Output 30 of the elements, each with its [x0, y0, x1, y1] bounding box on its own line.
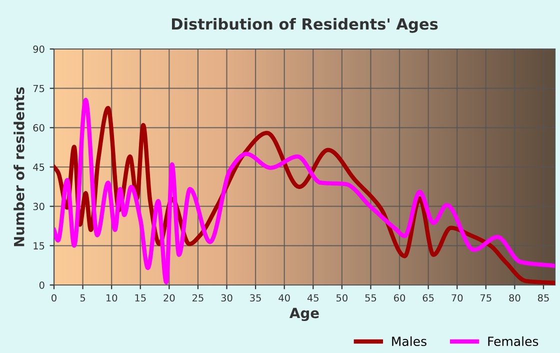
y-tick-label: 60: [33, 124, 44, 132]
y-tick-label: 45: [33, 164, 44, 171]
x-tick-label: 30: [221, 294, 232, 302]
x-tick-label: 35: [250, 294, 261, 302]
x-tick-label: 25: [192, 294, 204, 302]
x-tick-label: 20: [164, 294, 175, 302]
x-axis-title: Age: [290, 308, 319, 322]
y-tick-label: 75: [33, 84, 44, 92]
x-tick-label: 10: [106, 294, 118, 302]
x-tick-label: 85: [538, 294, 549, 302]
x-tick-label: 50: [336, 294, 348, 302]
y-tick-label: 15: [34, 242, 44, 250]
x-tick-label: 80: [509, 294, 520, 302]
x-tick-label: 45: [307, 294, 318, 302]
y-tick-label: 0: [39, 281, 44, 289]
x-tick-label: 40: [278, 294, 290, 302]
x-tick-label: 55: [365, 294, 376, 302]
y-tick-label: 90: [33, 45, 44, 53]
x-tick-label: 5: [80, 294, 86, 302]
y-tick-label: 30: [33, 202, 44, 210]
chart-title: Distribution of Residents' Ages: [172, 18, 438, 33]
x-tick-label: 70: [452, 294, 463, 302]
x-tick-label: 65: [422, 294, 434, 302]
x-tick-label: 75: [480, 294, 492, 302]
legend-label: Males: [392, 336, 426, 346]
legend-label: Females: [488, 336, 538, 346]
x-tick-label: 0: [52, 294, 56, 302]
y-axis-title: Number of residents: [14, 87, 24, 246]
x-tick-label: 60: [394, 294, 406, 302]
x-tick-label: 15: [135, 294, 146, 302]
